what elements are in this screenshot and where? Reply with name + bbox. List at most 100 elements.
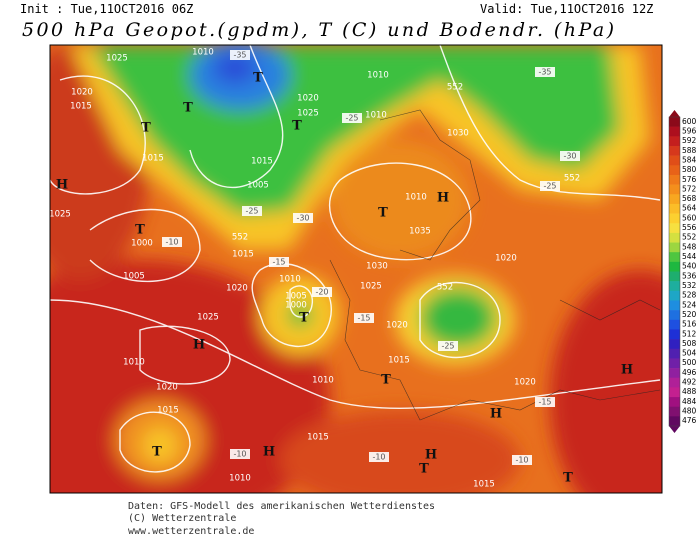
colorbar-swatch <box>669 165 680 176</box>
colorbar-label: 484 <box>682 397 697 406</box>
temp-label: -25 <box>345 114 358 123</box>
colorbar-swatch <box>669 377 680 388</box>
isobar-label: 1025 <box>360 282 382 292</box>
isobar-label: 1020 <box>495 254 517 264</box>
temp-label-box <box>540 181 560 191</box>
colorbar-swatch <box>669 203 680 214</box>
temp-label-box <box>269 257 289 267</box>
isobar-label: 1005 <box>285 292 307 302</box>
isobar-label: 552 <box>447 83 463 93</box>
colorbar: 6005965925885845805765725685645605565525… <box>668 110 697 433</box>
isobar-label: 1015 <box>251 157 273 167</box>
colorbar-swatch <box>669 310 680 321</box>
colorbar-cap <box>669 110 680 117</box>
pressure-center: T <box>563 471 573 486</box>
colorbar-swatch <box>669 136 680 147</box>
colorbar-swatch <box>669 117 680 127</box>
isobar-label: 552 <box>564 174 580 184</box>
colorbar-label: 584 <box>682 155 697 164</box>
temp-label-box <box>230 449 250 459</box>
isobar-label: 1030 <box>366 262 388 272</box>
isobar-label: 1015 <box>473 480 495 490</box>
isobar-label: 1010 <box>365 111 387 121</box>
colorbar-label: 532 <box>682 281 697 290</box>
colorbar-label: 504 <box>682 349 697 358</box>
colorbar-swatch <box>669 319 680 330</box>
pressure-center: T <box>183 101 193 116</box>
pressure-center: H <box>193 338 205 353</box>
colorbar-swatch <box>669 271 680 282</box>
footer-line: (C) Wetterzentrale <box>128 513 236 524</box>
temp-label-box <box>162 237 182 247</box>
pressure-center: H <box>621 363 633 378</box>
colorbar-swatch <box>669 184 680 195</box>
colorbar-label: 576 <box>682 175 697 184</box>
pressure-center: T <box>419 462 429 477</box>
init-time: Init : Tue,11OCT2016 06Z <box>20 2 193 16</box>
temp-label-box <box>230 50 250 60</box>
pressure-center: H <box>437 191 449 206</box>
colorbar-swatch <box>669 145 680 156</box>
isobar-label: 1015 <box>157 406 179 416</box>
isobar-label: 1015 <box>232 250 254 260</box>
colorbar-label: 564 <box>682 204 697 213</box>
temp-label: -20 <box>315 288 328 297</box>
temp-label: -15 <box>538 398 551 407</box>
temp-label: -10 <box>233 450 246 459</box>
colorbar-label: 528 <box>682 291 697 300</box>
colorbar-swatch <box>669 397 680 407</box>
colorbar-swatch <box>669 242 680 253</box>
isobar-label: 1010 <box>367 71 389 81</box>
colorbar-label: 496 <box>682 368 697 377</box>
isobar-label: 1025 <box>49 210 71 220</box>
temp-label: -30 <box>563 152 576 161</box>
colorbar-label: 556 <box>682 223 697 232</box>
colorbar-swatch <box>669 406 680 417</box>
isobar-label: 1010 <box>229 474 251 484</box>
pressure-center: T <box>381 373 391 388</box>
temp-label: -25 <box>245 207 258 216</box>
pressure-center: T <box>299 311 309 326</box>
colorbar-swatch <box>669 232 680 243</box>
colorbar-frame <box>668 116 681 427</box>
isobar-label: 1035 <box>409 227 431 237</box>
isobar-label: 1000 <box>285 301 307 311</box>
temp-label-box <box>535 397 555 407</box>
isobar-label: 1025 <box>106 54 128 64</box>
colorbar-label: 580 <box>682 165 697 174</box>
isobar-label: 1010 <box>312 376 334 386</box>
temp-label: -15 <box>272 258 285 267</box>
colorbar-swatch <box>669 281 680 292</box>
isobar-label: 1025 <box>197 313 219 323</box>
temp-label: -35 <box>233 51 246 60</box>
colorbar-swatch <box>669 290 680 301</box>
colorbar-label: 544 <box>682 252 697 261</box>
footer-line: Daten: GFS-Modell des amerikanischen Wet… <box>128 501 435 512</box>
colorbar-cap <box>669 426 680 433</box>
isobar-label: 1010 <box>192 48 214 58</box>
isobar-label: 1015 <box>307 433 329 443</box>
temp-label: -25 <box>441 342 454 351</box>
temp-label: -10 <box>515 456 528 465</box>
temp-label: -10 <box>165 238 178 247</box>
colorbar-label: 600 <box>682 117 697 126</box>
colorbar-label: 520 <box>682 310 697 319</box>
pressure-center: T <box>292 119 302 134</box>
temp-label: -30 <box>296 214 309 223</box>
temp-label: -15 <box>357 314 370 323</box>
temp-label-box <box>312 287 332 297</box>
colorbar-swatch <box>669 213 680 224</box>
colorbar-label: 552 <box>682 233 697 242</box>
colorbar-swatch <box>669 174 680 185</box>
colorbar-label: 548 <box>682 242 697 251</box>
colorbar-label: 516 <box>682 320 697 329</box>
colorbar-label: 492 <box>682 378 697 387</box>
valid-time: Valid: Tue,11OCT2016 12Z <box>480 2 653 16</box>
pressure-center: H <box>56 178 68 193</box>
colorbar-label: 588 <box>682 146 697 155</box>
isobar-label: 1015 <box>142 154 164 164</box>
temp-label-box <box>293 213 313 223</box>
temp-label-box <box>242 206 262 216</box>
map: 1010102510201015TTT-3510201025T10101010-… <box>49 45 662 493</box>
